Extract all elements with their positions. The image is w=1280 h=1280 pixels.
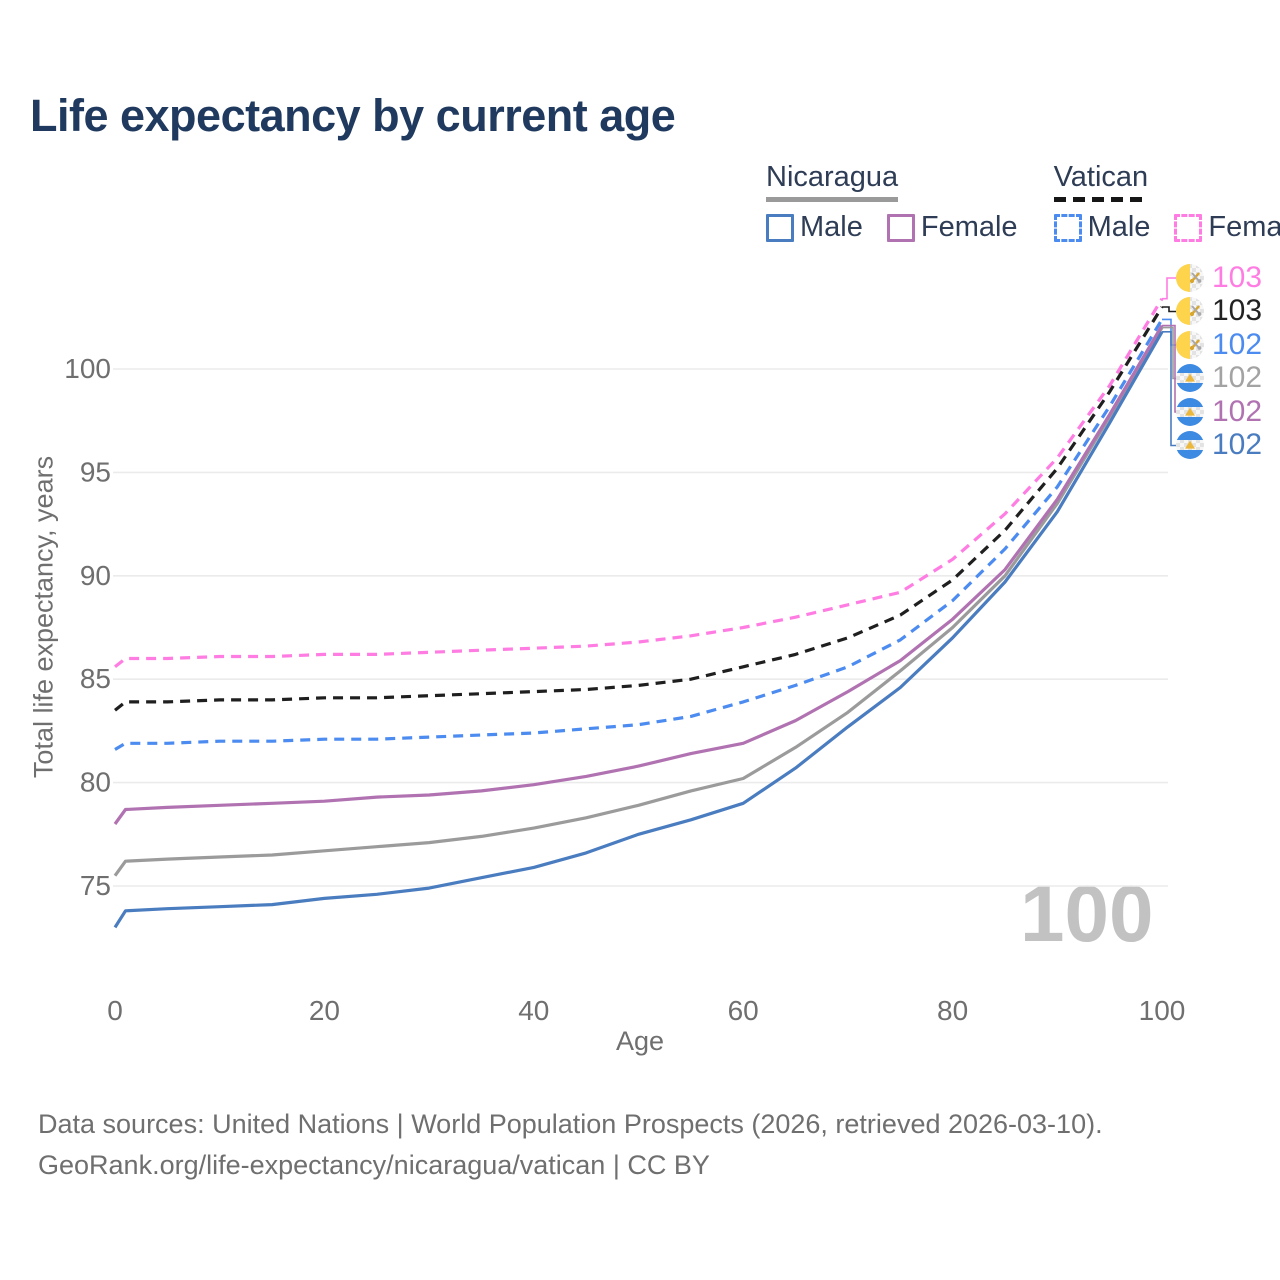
series-line-vatican-both-sexes[interactable] (114, 306, 1164, 712)
end-label-connector (1162, 326, 1176, 380)
chart-legend: Nicaragua Male Female Vatican Male Female (766, 161, 1280, 244)
end-label-row: 103 (1176, 261, 1262, 295)
legend-item-label: Female (1208, 211, 1280, 243)
nicaragua-emblem (1185, 440, 1195, 449)
nicaragua-emblem (1185, 407, 1195, 416)
y-tick-label-100: 100 (64, 353, 111, 384)
x-tick-label-100: 100 (1139, 995, 1186, 1026)
legend-item-label: Male (800, 211, 863, 243)
x-axis-title: Age (615, 1026, 665, 1056)
age-watermark: 100 (1020, 869, 1154, 958)
end-label-value: 102 (1212, 428, 1263, 462)
nicaragua-emblem (1185, 373, 1195, 382)
legend-item-nicaragua-female[interactable]: Female (886, 211, 1018, 244)
end-label-connector (1162, 277, 1176, 300)
x-tick-label-60: 60 (728, 995, 759, 1026)
footer: Data sources: United Nations | World Pop… (38, 1104, 1103, 1186)
legend-item-label: Male (1087, 211, 1151, 243)
legend-swatch-icon[interactable] (1053, 213, 1082, 242)
vatican-flag-icon (1176, 263, 1204, 292)
legend-underline-solid (766, 197, 899, 202)
legend-item-label: Female (920, 211, 1018, 243)
series-line-vatican-male[interactable] (114, 318, 1164, 751)
y-tick-label-95: 95 (80, 456, 111, 487)
vatican-flag-icon (1176, 330, 1204, 359)
legend-group-vatican: Vatican Male Female (1053, 161, 1280, 244)
legend-group-header: Nicaragua (766, 161, 899, 202)
series-line-nicaragua-female[interactable] (113, 324, 1164, 825)
end-label-connector (1162, 324, 1176, 413)
footer-attribution-line: GeoRank.org/life-expectancy/nicaragua/va… (38, 1150, 710, 1180)
legend-group-header: Vatican (1053, 161, 1149, 202)
nicaragua-flag-icon (1176, 431, 1204, 460)
legend-items: Male Female (1053, 211, 1280, 244)
legend-item-vatican-female[interactable]: Female (1174, 211, 1280, 244)
crossed-keys-emblem (1189, 305, 1202, 317)
legend-group-title: Nicaragua (766, 161, 899, 193)
crossed-keys-emblem (1189, 338, 1202, 350)
series-line-nicaragua-male[interactable] (113, 331, 1164, 929)
legend-group-nicaragua: Nicaragua Male Female (766, 161, 1018, 244)
nicaragua-flag-icon (1176, 364, 1204, 393)
end-label-row: 102 (1176, 429, 1262, 463)
end-label-row: 103 (1176, 295, 1262, 329)
series-end-labels: 103 103 102 102 102 102 (1176, 261, 1262, 462)
crossed-keys-emblem (1189, 271, 1202, 283)
x-tick-label-20: 20 (309, 995, 340, 1026)
legend-swatch-icon[interactable] (886, 213, 915, 242)
end-label-value: 103 (1212, 260, 1263, 294)
footer-sources-line: Data sources: United Nations | World Pop… (38, 1109, 1103, 1139)
y-tick-label-90: 90 (80, 560, 111, 591)
vatican-flag-icon (1176, 297, 1204, 326)
end-label-value: 102 (1212, 361, 1263, 395)
legend-swatch-icon[interactable] (766, 213, 794, 242)
end-label-connector (1162, 306, 1176, 313)
end-label-row: 102 (1176, 362, 1262, 396)
x-tick-label-80: 80 (937, 995, 968, 1026)
legend-item-vatican-male[interactable]: Male (1053, 211, 1151, 244)
y-tick-label-85: 85 (80, 663, 111, 694)
end-label-connector (1162, 330, 1176, 447)
end-label-value: 103 (1212, 294, 1263, 328)
end-label-value: 102 (1212, 327, 1263, 361)
end-label-row: 102 (1176, 328, 1262, 362)
end-label-row: 102 (1176, 395, 1262, 429)
nicaragua-flag-icon (1176, 397, 1204, 426)
legend-underline-dashed (1053, 197, 1149, 202)
legend-items: Male Female (766, 211, 1018, 244)
y-tick-label-75: 75 (80, 870, 111, 901)
series-line-vatican-female[interactable] (114, 297, 1164, 669)
series-line-nicaragua-both-sexes[interactable] (113, 326, 1164, 877)
legend-group-title: Vatican (1053, 161, 1149, 193)
x-tick-label-40: 40 (518, 995, 549, 1026)
page-title: Life expectancy by current age (30, 90, 676, 141)
y-tick-label-80: 80 (80, 767, 111, 798)
legend-item-nicaragua-male[interactable]: Male (766, 211, 863, 244)
end-label-value: 102 (1212, 394, 1263, 428)
legend-swatch-icon[interactable] (1174, 213, 1203, 242)
x-tick-label-0: 0 (107, 995, 123, 1026)
